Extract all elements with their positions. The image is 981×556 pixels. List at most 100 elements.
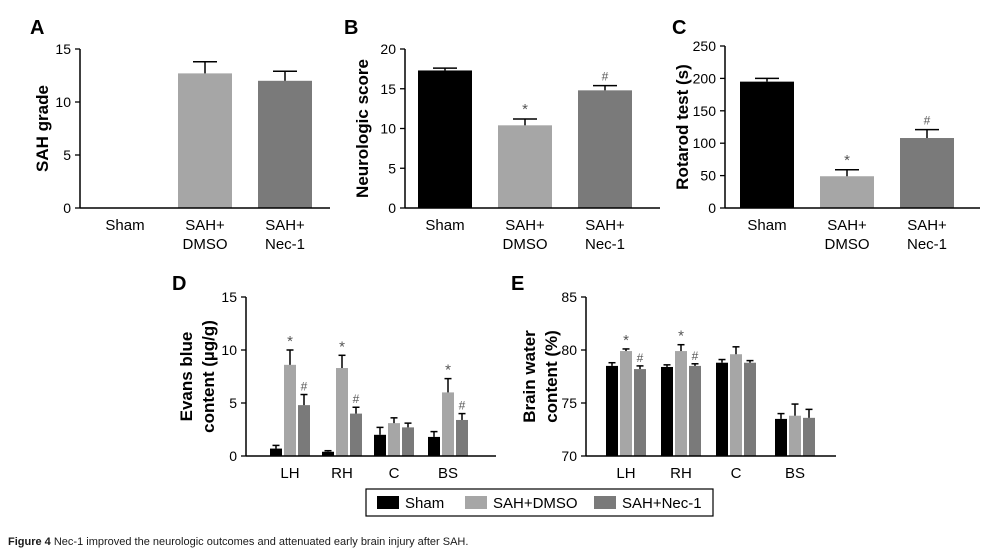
bar (428, 436, 440, 456)
significance-mark: * (339, 338, 345, 355)
legend-swatch (594, 496, 616, 509)
caption-label: Figure 4 (8, 536, 51, 548)
bar (418, 70, 472, 208)
significance-mark: # (924, 114, 931, 128)
bar (740, 81, 794, 208)
y-tick-label: 5 (388, 160, 396, 176)
y-tick-label: 15 (380, 81, 396, 97)
bar (402, 427, 414, 456)
y-tick-label: 0 (63, 200, 71, 216)
bar (442, 392, 454, 456)
bar (456, 419, 468, 456)
bar (388, 423, 400, 456)
y-tick-label: 5 (63, 147, 71, 163)
bar (661, 366, 673, 456)
y-axis-title: content (µg/g) (199, 320, 218, 433)
x-tick-label: SAH+ (907, 217, 947, 234)
y-tick-label: 250 (693, 38, 717, 54)
x-tick-label: Nec-1 (907, 236, 947, 253)
significance-mark: * (445, 362, 451, 379)
y-tick-label: 100 (693, 135, 717, 151)
legend-frame (365, 488, 714, 517)
legend-label: SAH+Nec-1 (622, 495, 702, 512)
y-tick-label: 75 (561, 395, 577, 411)
x-tick-label: DMSO (825, 236, 870, 253)
bar (689, 365, 701, 456)
panel-label: D (172, 273, 186, 295)
panel-e: E Brain water content (%) * # LH * # RH C BS 70 75 80… (511, 273, 836, 482)
x-tick-label: SAH+ (505, 217, 545, 234)
x-tick-label: SAH+ (185, 217, 225, 234)
y-axis-title: content (%) (542, 330, 561, 423)
bar (322, 451, 334, 456)
y-tick-label: 85 (561, 289, 577, 305)
x-tick-label: Sham (105, 217, 144, 234)
significance-mark: * (287, 333, 293, 350)
bar (716, 362, 728, 456)
bar (350, 413, 362, 456)
panel-c: C Rotarod test (s) Sham * SAH+ DMSO # SAH+ Nec-1… (672, 17, 980, 253)
y-tick-label: 200 (693, 70, 717, 86)
legend-swatch (377, 496, 399, 509)
panel-label: E (511, 273, 524, 295)
significance-mark: * (678, 328, 684, 345)
y-axis-title: Evans blue (177, 332, 196, 422)
y-tick-label: 0 (229, 448, 237, 464)
y-axis-title: SAH grade (33, 85, 52, 172)
panel-b: B Neurologic score Sham * SAH+ DMSO # SAH+ Nec-1… (344, 17, 660, 253)
y-tick-label: 10 (221, 342, 237, 358)
x-tick-label: DMSO (503, 236, 548, 253)
x-tick-label: Sham (747, 217, 786, 234)
x-tick-label: LH (616, 465, 635, 482)
x-tick-label: SAH+ (265, 217, 305, 234)
significance-mark: * (522, 101, 528, 118)
panel-d: D Evans blue content (µg/g) * # LH * # RH C * # BS 0 5… (172, 273, 496, 482)
y-axis-title: Rotarod test (s) (673, 64, 692, 190)
significance-mark: # (692, 349, 699, 363)
x-tick-label: SAH+ (585, 217, 625, 234)
significance-mark: # (637, 351, 644, 365)
x-tick-label: Sham (425, 217, 464, 234)
y-axis-title: Neurologic score (353, 59, 372, 198)
legend-swatch (465, 496, 487, 509)
y-tick-label: 5 (229, 395, 237, 411)
bar (775, 418, 787, 456)
y-tick-label: 50 (700, 168, 716, 184)
panel-label: C (672, 17, 686, 39)
bar (258, 80, 312, 208)
bar (178, 73, 232, 208)
panel-a: A SAH grade Sham SAH+ DMSO SAH+ Nec-1 0 5 10 15 (30, 17, 330, 253)
bar (744, 362, 756, 456)
x-tick-label: C (731, 465, 742, 482)
bar (336, 368, 348, 456)
bar (820, 176, 874, 208)
bar (675, 351, 687, 456)
significance-mark: # (301, 380, 308, 394)
y-tick-label: 10 (380, 121, 396, 137)
y-tick-label: 70 (561, 448, 577, 464)
significance-mark: # (459, 399, 466, 413)
x-tick-label: DMSO (183, 236, 228, 253)
bar (634, 369, 646, 456)
legend-label: SAH+DMSO (493, 495, 578, 512)
x-tick-label: BS (438, 465, 458, 482)
x-tick-label: RH (331, 465, 353, 482)
x-tick-label: SAH+ (827, 217, 867, 234)
caption-text: Nec-1 improved the neurologic outcomes a… (53, 536, 469, 548)
figure-caption: Figure 4 Nec-1 improved the neurologic o… (8, 536, 468, 548)
bar (578, 90, 632, 208)
bar (620, 351, 632, 456)
bar (900, 138, 954, 208)
y-tick-label: 0 (708, 200, 716, 216)
panel-label: B (344, 17, 358, 39)
significance-mark: * (623, 332, 629, 349)
y-tick-label: 150 (693, 103, 717, 119)
bar (270, 448, 282, 456)
bar (298, 405, 310, 456)
bar (730, 354, 742, 456)
y-axis-title: Brain water (520, 330, 539, 423)
y-tick-label: 10 (55, 94, 71, 110)
bar (606, 365, 618, 456)
bar (803, 417, 815, 456)
